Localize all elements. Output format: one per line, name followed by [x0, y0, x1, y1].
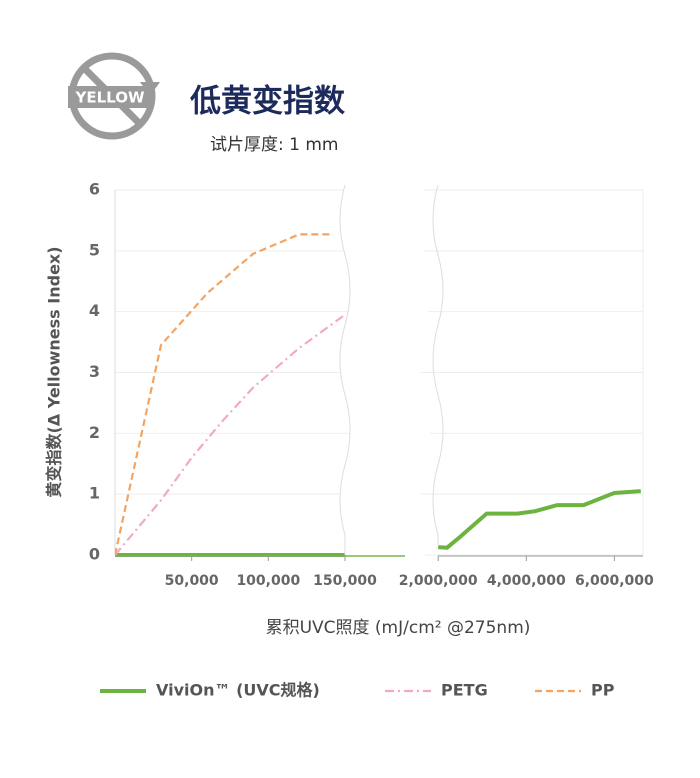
y-tick-label: 2 — [89, 423, 100, 442]
legend-label: ViviOn™ (UVC规格) — [156, 681, 320, 700]
y-axis-label: 黄变指数(Δ Yellowness Index) — [45, 246, 64, 497]
axis-break — [339, 184, 444, 570]
y-tick-label: 3 — [89, 362, 100, 381]
series-line — [115, 313, 345, 556]
x-tick-label: 2,000,000 — [399, 573, 478, 589]
icon: YELLOW — [68, 52, 160, 140]
x-axis-label: 累积UVC照度 (mJ/cm² @275nm) — [266, 618, 531, 638]
icon-label: YELLOW — [75, 89, 145, 107]
y-tick-label: 1 — [89, 484, 100, 503]
subtitle: 试片厚度: 1 mm — [210, 135, 338, 155]
series-line — [115, 233, 330, 556]
legend-label: PP — [591, 681, 615, 700]
y-tick-label: 0 — [89, 545, 100, 564]
legend-label: PETG — [441, 681, 488, 700]
series-line — [438, 489, 641, 550]
x-tick-label: 6,000,000 — [575, 573, 654, 589]
y-tick-label: 5 — [89, 240, 100, 259]
chart-title: 低黄变指数 — [189, 84, 345, 120]
y-tick-label: 4 — [89, 301, 100, 320]
x-tick-label: 4,000,000 — [487, 573, 566, 589]
x-tick-label: 100,000 — [236, 573, 300, 589]
x-tick-label: 150,000 — [313, 573, 377, 589]
x-tick-label: 50,000 — [165, 573, 219, 589]
y-tick-label: 6 — [89, 180, 100, 199]
